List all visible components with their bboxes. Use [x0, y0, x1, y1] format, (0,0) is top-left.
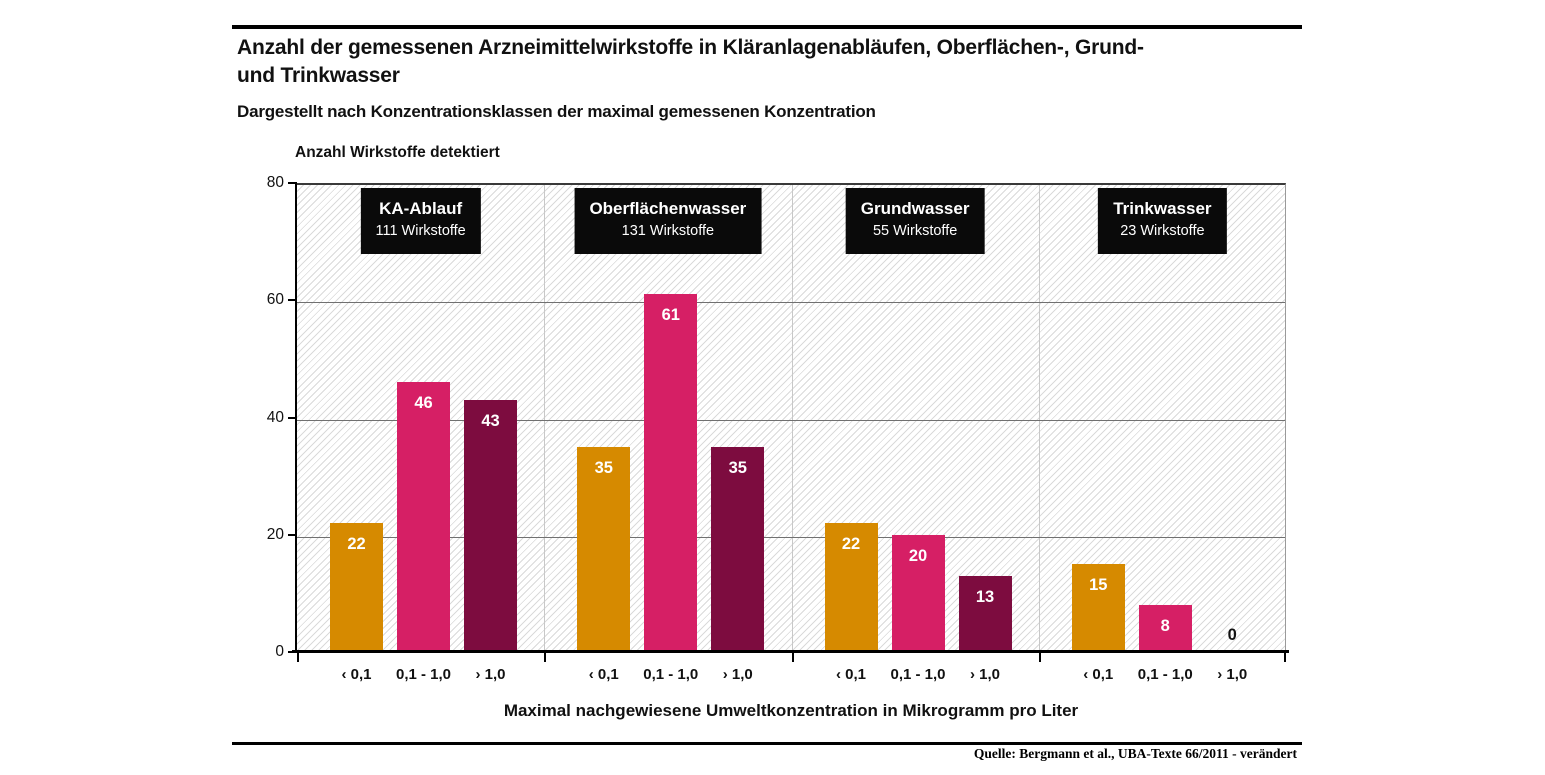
bar-value-label: 15	[1089, 576, 1108, 595]
gridline-40	[297, 419, 1285, 421]
x-axis-tick	[791, 653, 794, 662]
x-axis-tick	[1038, 653, 1041, 662]
group-sublabel: 111 Wirkstoffe	[375, 223, 466, 239]
bar-value-label: 22	[841, 535, 861, 554]
x-tick-label: › 1,0	[1217, 666, 1248, 683]
top-rule	[232, 25, 1302, 29]
bottom-rule	[232, 742, 1302, 745]
group-divider	[544, 185, 546, 652]
bar-value-label: 43	[481, 411, 500, 430]
x-tick-label: 0,1 - 1,0	[1137, 666, 1193, 683]
chart-title-line-2: und Trinkwasser	[237, 64, 400, 87]
x-tick-label: 0,1 - 1,0	[890, 666, 946, 683]
group-label: KA-Ablauf	[379, 199, 463, 218]
group-label-box: Grundwasser 55 Wirkstoffe	[845, 188, 985, 254]
x-axis-line	[292, 650, 1289, 653]
x-axis-title: Maximal nachgewiesene Umweltkonzentratio…	[503, 701, 1079, 720]
x-tick-label: › 1,0	[722, 666, 753, 683]
gridline-20	[297, 536, 1285, 538]
y-axis-tick-80	[288, 182, 297, 184]
y-axis-title: Anzahl Wirkstoffe detektiert	[295, 144, 500, 161]
group-label: Grundwasser	[860, 199, 970, 218]
gridline-60	[297, 302, 1285, 304]
chart-title-line-1: Anzahl der gemessenen Arzneimittelwirkst…	[237, 36, 1144, 59]
group-sublabel: 23 Wirkstoffe	[1120, 223, 1205, 239]
group-label: Oberflächenwasser	[589, 199, 747, 218]
x-tick-label: ‹ 0,1	[341, 666, 372, 683]
bar-Grundwasser-0,1 - 1,0	[891, 534, 945, 652]
x-tick-label: ‹ 0,1	[835, 666, 867, 683]
x-tick-label: › 1,0	[475, 666, 506, 683]
bar-value-label: 8	[1160, 617, 1170, 636]
bar-Grundwasser-› 1,0	[958, 575, 1012, 652]
y-tick-label-60: 60	[266, 291, 284, 309]
x-tick-label: 0,1 - 1,0	[395, 666, 452, 683]
x-tick-label: 0,1 - 1,0	[643, 666, 699, 683]
bar-value-label: 22	[347, 535, 366, 554]
group-label-box: KA-Ablauf 111 Wirkstoffe	[360, 188, 481, 254]
chart-subtitle: Dargestellt nach Konzentrationsklassen d…	[237, 102, 876, 121]
bar-KA-Ablauf-› 1,0	[464, 399, 517, 652]
group-divider	[791, 185, 793, 652]
y-axis-tick-20	[288, 533, 297, 536]
bar-value-label: 20	[908, 546, 928, 565]
x-axis-tick	[1284, 653, 1286, 662]
y-tick-label-0: 0	[275, 643, 284, 660]
x-tick-label: ‹ 0,1	[588, 666, 619, 683]
group-sublabel: 131 Wirkstoffe	[621, 223, 715, 239]
x-axis-tick	[297, 653, 299, 662]
bar-Trinkwasser-‹ 0,1	[1071, 564, 1125, 652]
bar-Oberflächenwasser-› 1,0	[711, 446, 765, 652]
source-note: Quelle: Bergmann et al., UBA-Texte 66/20…	[973, 746, 1297, 761]
bar-KA-Ablauf-0,1 - 1,0	[397, 382, 450, 652]
x-axis-tick	[544, 653, 547, 662]
plot-area: KA-Ablauf 111 Wirkstoffe 22 46 43 Oberflächen…	[297, 183, 1286, 652]
y-tick-label-20: 20	[266, 525, 284, 543]
bar-value-label: 35	[594, 458, 613, 477]
bar-Trinkwasser-0,1 - 1,0	[1138, 605, 1192, 652]
bar-value-label: 13	[975, 587, 995, 606]
bar-KA-Ablauf-‹ 0,1	[330, 523, 383, 652]
group-divider	[1038, 185, 1040, 652]
y-tick-label-80: 80	[266, 174, 284, 191]
bar-value-label: 46	[414, 394, 433, 413]
group-label-box: Trinkwasser 23 Wirkstoffe	[1098, 188, 1227, 254]
group-sublabel: 55 Wirkstoffe	[872, 223, 958, 239]
bar-value-label: 61	[661, 306, 680, 325]
bar-Oberflächenwasser-0,1 - 1,0	[644, 294, 698, 652]
bar-value-label: 35	[728, 458, 747, 477]
bar-value-label: 0	[1227, 626, 1237, 644]
y-axis-tick-0	[288, 651, 297, 653]
group-label-box: Oberflächenwasser 131 Wirkstoffe	[574, 188, 762, 254]
bar-Oberflächenwasser-‹ 0,1	[577, 446, 631, 652]
y-axis-tick-40	[288, 416, 297, 419]
chart-title: Anzahl der gemessenen Arzneimittelwirkst…	[237, 34, 1237, 90]
group-label: Trinkwasser	[1113, 199, 1212, 218]
y-tick-label-40: 40	[266, 408, 284, 426]
x-tick-label: ‹ 0,1	[1083, 666, 1114, 683]
y-axis-tick-60	[288, 299, 297, 302]
bar-Grundwasser-‹ 0,1	[824, 523, 878, 652]
x-tick-label: › 1,0	[969, 666, 1001, 683]
